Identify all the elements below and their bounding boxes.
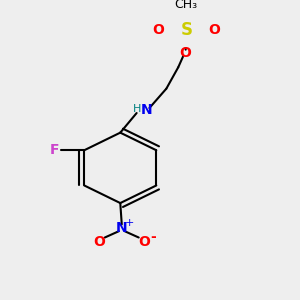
Text: N: N bbox=[141, 103, 153, 117]
Text: O: O bbox=[180, 46, 192, 60]
Text: CH₃: CH₃ bbox=[175, 0, 198, 11]
Text: N: N bbox=[116, 221, 128, 235]
Text: O: O bbox=[152, 22, 164, 37]
Text: H: H bbox=[132, 104, 141, 114]
Text: S: S bbox=[180, 21, 192, 39]
Text: O: O bbox=[208, 22, 220, 37]
Text: O: O bbox=[94, 235, 105, 249]
Text: +: + bbox=[124, 218, 134, 228]
Text: O: O bbox=[138, 235, 150, 249]
Text: F: F bbox=[50, 143, 59, 157]
Text: -: - bbox=[150, 230, 156, 244]
